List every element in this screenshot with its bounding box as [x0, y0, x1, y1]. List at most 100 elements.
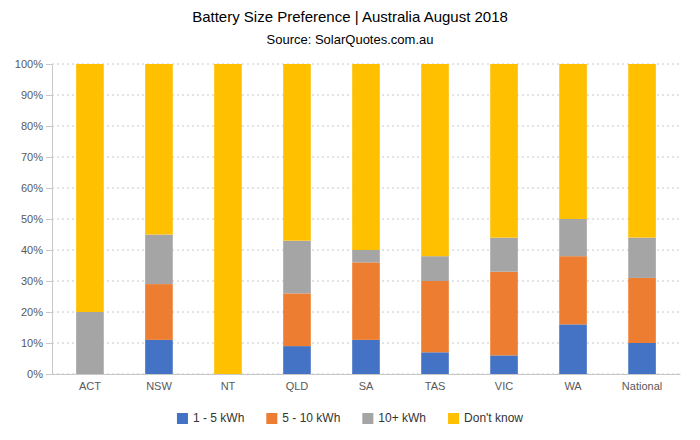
tick-label: 90%	[21, 89, 43, 101]
bars	[76, 64, 656, 374]
tick: 30%	[21, 275, 52, 287]
tick: 50%	[21, 213, 52, 225]
tick: 70%	[21, 151, 52, 163]
bar	[76, 312, 104, 374]
bar	[421, 256, 449, 281]
tick: QLD	[286, 380, 309, 392]
tick-label: 100%	[15, 58, 43, 70]
bar	[628, 278, 656, 343]
bar	[421, 281, 449, 352]
bar	[76, 64, 104, 312]
tick-label: 40%	[21, 244, 43, 256]
legend-swatch	[362, 413, 373, 424]
tick-label: National	[622, 380, 662, 392]
bar	[352, 262, 380, 340]
tick-label: 70%	[21, 151, 43, 163]
bar	[352, 250, 380, 262]
tick: VIC	[495, 380, 513, 392]
legend-item: 1 - 5 kWh	[177, 411, 244, 425]
tick-mark	[46, 374, 52, 375]
bar	[559, 64, 587, 219]
bar	[559, 219, 587, 256]
axis-line	[52, 65, 53, 375]
bar	[421, 64, 449, 256]
tick: WA	[564, 380, 582, 392]
bar	[628, 343, 656, 374]
tick: SA	[359, 380, 374, 392]
tick-mark	[46, 188, 52, 189]
tick: 20%	[21, 306, 52, 318]
tick-mark	[46, 126, 52, 127]
legend-swatch	[448, 413, 459, 424]
tick: 10%	[21, 337, 52, 349]
tick-label: 30%	[21, 275, 43, 287]
chart: Battery Size Preference | Australia Augu…	[0, 0, 700, 440]
bar	[283, 64, 311, 241]
tick-label: SA	[359, 380, 374, 392]
tick-label: NSW	[146, 380, 172, 392]
tick: TAS	[425, 380, 446, 392]
bar	[421, 352, 449, 374]
legend-label: 1 - 5 kWh	[193, 411, 244, 425]
legend-item: 5 - 10 kWh	[266, 411, 340, 425]
bar	[559, 324, 587, 374]
bar	[490, 64, 518, 238]
legend-item: 10+ kWh	[362, 411, 426, 425]
series	[76, 64, 656, 374]
tick: National	[622, 380, 662, 392]
tick: 60%	[21, 182, 52, 194]
tick-mark	[46, 157, 52, 158]
bar	[145, 235, 173, 285]
plot: 0% 10% 20% 30% 40% 50% 60% 70% 80% 90% 100% ACT NSW N…	[15, 58, 681, 392]
tick-mark	[46, 343, 52, 344]
tick: ACT	[79, 380, 101, 392]
tick-label: 60%	[21, 182, 43, 194]
bar	[283, 293, 311, 346]
tick-mark	[46, 64, 52, 65]
bar	[628, 64, 656, 238]
bar	[145, 340, 173, 374]
tick: 80%	[21, 120, 52, 132]
legend-item: Don't know	[448, 411, 523, 425]
bar	[283, 346, 311, 374]
axis-line	[53, 374, 681, 375]
tick-label: ACT	[79, 380, 101, 392]
bar	[490, 355, 518, 374]
legend-swatch	[177, 413, 188, 424]
y-axis: 0% 10% 20% 30% 40% 50% 60% 70% 80% 90% 100%	[15, 58, 53, 380]
tick-label: 20%	[21, 306, 43, 318]
legend-swatch	[266, 413, 277, 424]
tick-label: 10%	[21, 337, 43, 349]
bar	[352, 64, 380, 250]
tick: 40%	[21, 244, 52, 256]
bar	[352, 340, 380, 374]
bar	[145, 64, 173, 235]
tick-label: QLD	[286, 380, 309, 392]
tick-label: 0%	[27, 368, 43, 380]
bar	[214, 64, 242, 374]
tick-label: NT	[221, 380, 236, 392]
tick-mark	[46, 281, 52, 282]
legend-label: 5 - 10 kWh	[282, 411, 340, 425]
tick-mark	[46, 219, 52, 220]
bar	[490, 238, 518, 272]
tick-label: VIC	[495, 380, 513, 392]
bar	[145, 284, 173, 340]
tick-label: TAS	[425, 380, 446, 392]
tick-label: 80%	[21, 120, 43, 132]
tick: 100%	[15, 58, 52, 70]
tick: NT	[221, 380, 236, 392]
tick: NSW	[146, 380, 172, 392]
tick-mark	[46, 95, 52, 96]
tick: 0%	[27, 368, 52, 380]
tick-mark	[46, 250, 52, 251]
tick-label: 50%	[21, 213, 43, 225]
grid	[52, 64, 680, 374]
tick-mark	[46, 312, 52, 313]
bar	[559, 256, 587, 324]
bar	[490, 272, 518, 356]
x-axis: ACT NSW NT QLD SA TAS VIC WA National	[53, 375, 681, 392]
legend-label: 10+ kWh	[378, 411, 426, 425]
subtitle: Source: SolarQuotes.com.au	[267, 32, 434, 47]
legend-label: Don't know	[464, 411, 523, 425]
